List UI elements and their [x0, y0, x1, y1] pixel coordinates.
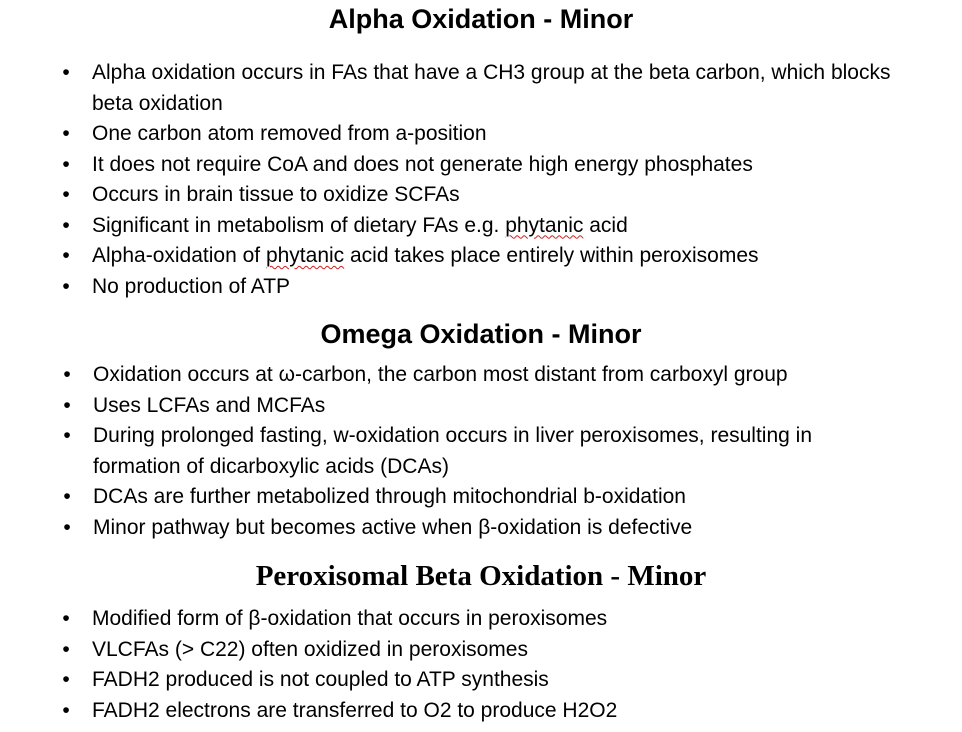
list-item: • DCAs are further metabolized through m…	[61, 482, 881, 513]
alpha-oxidation-heading: Alpha Oxidation - Minor	[328, 4, 634, 34]
list-item-text: FADH2 electrons are transferred to O2 to…	[92, 698, 618, 722]
list-item-text: It does not require CoA and does not gen…	[92, 152, 753, 176]
omega-oxidation-list: • Oxidation occurs at ω-carbon, the carb…	[61, 360, 881, 543]
bullet-glyph: •	[62, 213, 70, 237]
bullet-glyph: •	[62, 607, 70, 630]
bullet-glyph: •	[62, 637, 70, 661]
text-segment: acid takes place entirely within peroxis…	[344, 244, 759, 267]
list-item-text: Alpha oxidation occurs in FAs that have …	[92, 61, 891, 115]
spellcheck-flagged-word[interactable]: phytanic	[505, 213, 584, 237]
list-item-text: Alpha-oxidation of phytanic acid takes p…	[92, 244, 759, 267]
peroxisomal-beta-oxidation-heading: Peroxisomal Beta Oxidation - Minor	[255, 560, 707, 592]
list-item: • It does not require CoA and does not g…	[60, 150, 920, 181]
bullet-glyph: •	[62, 183, 70, 206]
list-item: • No production of ATP	[60, 272, 920, 303]
bullet-glyph: •	[62, 61, 70, 84]
list-item: • One carbon atom removed from a-positio…	[60, 119, 920, 150]
list-item: • Uses LCFAs and MCFAs	[61, 391, 881, 422]
list-item: • Alpha oxidation occurs in FAs that hav…	[60, 58, 920, 119]
list-item: • Minor pathway but becomes active when …	[61, 513, 881, 544]
list-item: • FADH2 electrons are transferred to O2 …	[60, 696, 900, 727]
bullet-glyph: •	[62, 698, 70, 722]
list-item-text: DCAs are further metabolized through mit…	[93, 485, 686, 508]
text-segment: Significant in metabolism of dietary FAs…	[92, 213, 506, 237]
list-item: • Modified form of β-oxidation that occu…	[60, 604, 900, 635]
list-item-text: One carbon atom removed from a-position	[92, 122, 487, 145]
bullet-glyph: •	[63, 485, 71, 508]
list-item-text: During prolonged fasting, w-oxidation oc…	[93, 424, 813, 478]
list-item: • During prolonged fasting, w-oxidation …	[61, 421, 881, 482]
bullet-glyph: •	[62, 274, 70, 298]
peroxisomal-beta-oxidation-list: • Modified form of β-oxidation that occu…	[60, 604, 900, 726]
list-item-text: Modified form of β-oxidation that occurs…	[92, 607, 608, 630]
list-item: • Alpha-oxidation of phytanic acid takes…	[60, 241, 920, 272]
list-item-text: Minor pathway but becomes active when β-…	[93, 515, 693, 539]
list-item: • Oxidation occurs at ω-carbon, the carb…	[61, 360, 881, 391]
alpha-oxidation-list: • Alpha oxidation occurs in FAs that hav…	[60, 58, 920, 302]
list-item-text: Significant in metabolism of dietary FAs…	[92, 214, 628, 237]
bullet-glyph: •	[63, 424, 71, 447]
list-item-text: VLCFAs (> C22) often oxidized in peroxis…	[92, 637, 528, 661]
list-item-text: Occurs in brain tissue to oxidize SCFAs	[92, 183, 460, 206]
list-item: • VLCFAs (> C22) often oxidized in perox…	[60, 635, 900, 666]
bullet-glyph: •	[63, 363, 71, 386]
spellcheck-flagged-word[interactable]: phytanic	[265, 244, 345, 267]
list-item: • Significant in metabolism of dietary F…	[60, 211, 920, 242]
bullet-glyph: •	[63, 515, 71, 539]
text-segment: Alpha-oxidation of	[92, 244, 266, 267]
list-item-text: No production of ATP	[92, 274, 291, 298]
list-item: • Occurs in brain tissue to oxidize SCFA…	[60, 180, 920, 211]
bullet-glyph: •	[62, 244, 70, 267]
bullet-glyph: •	[62, 152, 70, 176]
list-item-text: Uses LCFAs and MCFAs	[93, 393, 326, 417]
list-item: • FADH2 produced is not coupled to ATP s…	[60, 665, 900, 696]
omega-oxidation-heading: Omega Oxidation - Minor	[320, 319, 642, 349]
list-item-text: Oxidation occurs at ω-carbon, the carbon…	[93, 363, 788, 386]
text-segment: acid	[583, 213, 628, 237]
list-item-text: FADH2 produced is not coupled to ATP syn…	[92, 668, 549, 691]
bullet-glyph: •	[62, 668, 70, 691]
bullet-glyph: •	[62, 122, 70, 145]
bullet-glyph: •	[63, 393, 71, 417]
